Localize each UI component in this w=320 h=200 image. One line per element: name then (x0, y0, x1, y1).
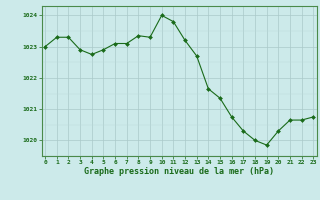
X-axis label: Graphe pression niveau de la mer (hPa): Graphe pression niveau de la mer (hPa) (84, 167, 274, 176)
